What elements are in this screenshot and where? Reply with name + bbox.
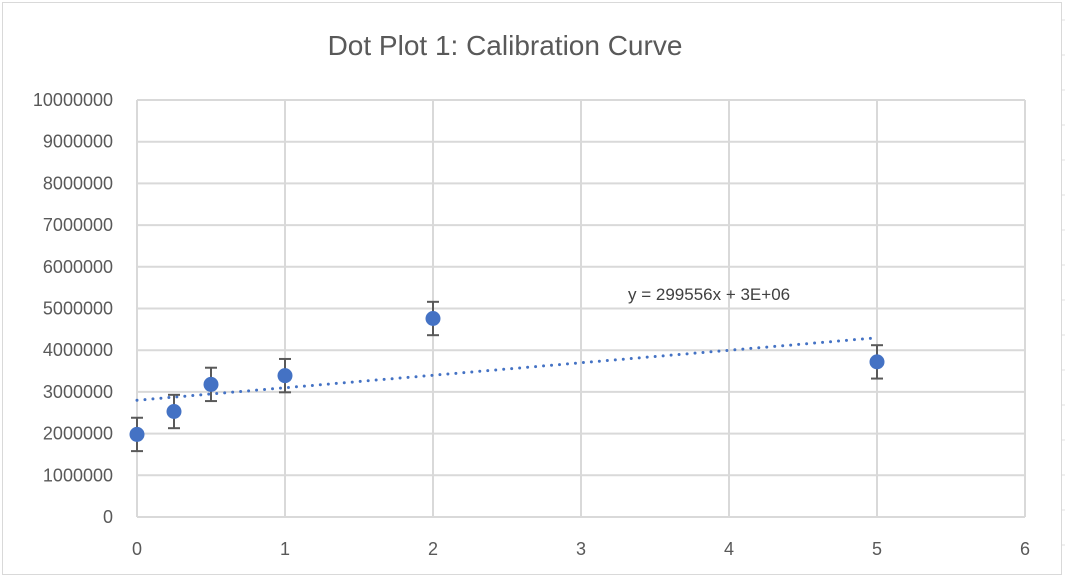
data-point bbox=[166, 403, 182, 419]
data-point bbox=[277, 368, 293, 384]
y-tick-label: 1000000 bbox=[43, 465, 113, 485]
x-tick-label: 4 bbox=[724, 539, 734, 559]
y-tick-label: 4000000 bbox=[43, 340, 113, 360]
y-axis-ticks: 0 1000000 2000000 3000000 4000000 5000000 6000… bbox=[33, 90, 113, 527]
y-tick-label: 6000000 bbox=[43, 257, 113, 277]
y-tick-label: 3000000 bbox=[43, 382, 113, 402]
x-tick-label: 6 bbox=[1020, 539, 1030, 559]
x-tick-label: 3 bbox=[576, 539, 586, 559]
y-tick-label: 2000000 bbox=[43, 424, 113, 444]
gridlines bbox=[136, 99, 1026, 518]
data-point bbox=[869, 354, 885, 370]
y-tick-label: 5000000 bbox=[43, 299, 113, 319]
y-tick-label: 8000000 bbox=[43, 173, 113, 193]
data-points bbox=[129, 311, 885, 442]
chart-title: Dot Plot 1: Calibration Curve bbox=[328, 30, 683, 61]
y-tick-label: 10000000 bbox=[33, 90, 113, 110]
x-tick-label: 2 bbox=[428, 539, 438, 559]
x-tick-label: 0 bbox=[132, 539, 142, 559]
x-tick-label: 1 bbox=[280, 539, 290, 559]
trendline-equation: y = 299556x + 3E+06 bbox=[628, 285, 790, 304]
data-point bbox=[129, 426, 145, 442]
data-point bbox=[425, 311, 441, 327]
data-point bbox=[203, 376, 219, 392]
x-axis-ticks: 0 1 2 3 4 5 6 bbox=[132, 539, 1030, 559]
x-tick-label: 5 bbox=[872, 539, 882, 559]
y-tick-label: 9000000 bbox=[43, 132, 113, 152]
y-tick-label: 7000000 bbox=[43, 215, 113, 235]
y-tick-label: 0 bbox=[103, 507, 113, 527]
